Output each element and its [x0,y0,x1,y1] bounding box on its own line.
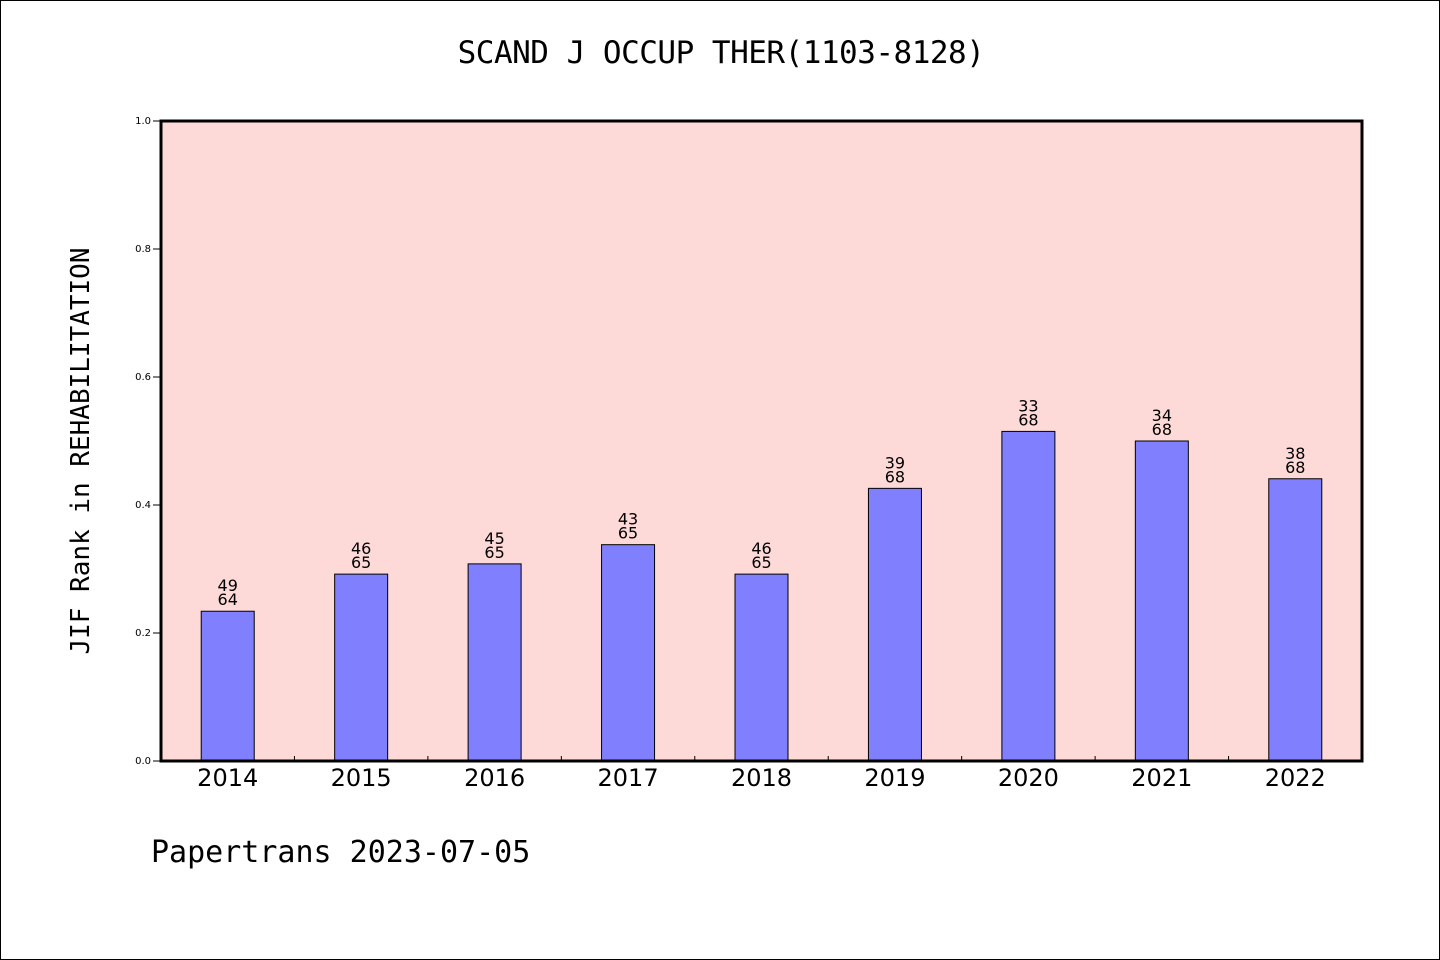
bar-2022 [1268,478,1323,762]
bar-label-rank-2016: 45 [484,529,504,548]
bar-label-total-2015: 65 [351,553,371,572]
bar-label-total-2016: 65 [484,543,504,562]
y-tick-label-1.0: 1.0 [135,116,151,127]
x-tick-label-2020: 2020 [998,764,1059,792]
bar-label-rank-2018: 46 [751,539,771,558]
x-tick-label-2014: 2014 [197,764,258,792]
bar-label-rank-2019: 39 [885,453,905,472]
bar-label-rank-2015: 46 [351,539,371,558]
bar-label-rank-2020: 33 [1018,396,1038,415]
chart-title: SCAND J OCCUP THER(1103-8128) [457,35,985,71]
y-tick-label-0.0: 0.0 [135,756,151,767]
bar-label-total-2018: 65 [751,553,771,572]
y-tick-label-0.6: 0.6 [135,372,151,383]
bar-2020 [1001,430,1056,762]
bar-label-total-2020: 68 [1018,410,1038,429]
x-tick-label-2019: 2019 [864,764,925,792]
bar-label-total-2022: 68 [1285,458,1305,477]
bar-2021 [1134,440,1189,762]
bar-label-total-2021: 68 [1152,420,1172,439]
x-tick-label-2022: 2022 [1265,764,1326,792]
bar-2017 [601,544,656,762]
bar-label-rank-2021: 34 [1152,406,1172,425]
bar-2014 [200,610,255,762]
y-tick-label-0.8: 0.8 [135,244,151,255]
y-tick-label-0.2: 0.2 [135,628,151,639]
x-tick-label-2016: 2016 [464,764,525,792]
x-tick-label-2018: 2018 [731,764,792,792]
plot-frame [159,119,1364,763]
bar-label-rank-2014: 49 [218,576,238,595]
footer-credit: Papertrans 2023-07-05 [151,835,531,870]
y-tick-label-0.4: 0.4 [135,500,151,511]
bar-label-total-2014: 64 [218,590,238,609]
x-tick-label-2021: 2021 [1131,764,1192,792]
bar-2018 [734,573,789,762]
bar-2019 [867,487,922,762]
bar-label-rank-2017: 43 [618,510,638,529]
x-tick-label-2017: 2017 [598,764,659,792]
bar-2015 [334,573,389,762]
bar-label-total-2017: 65 [618,524,638,543]
bar-2016 [467,563,522,762]
bar-label-total-2019: 68 [885,467,905,486]
bar-label-rank-2022: 38 [1285,444,1305,463]
x-tick-label-2015: 2015 [331,764,392,792]
